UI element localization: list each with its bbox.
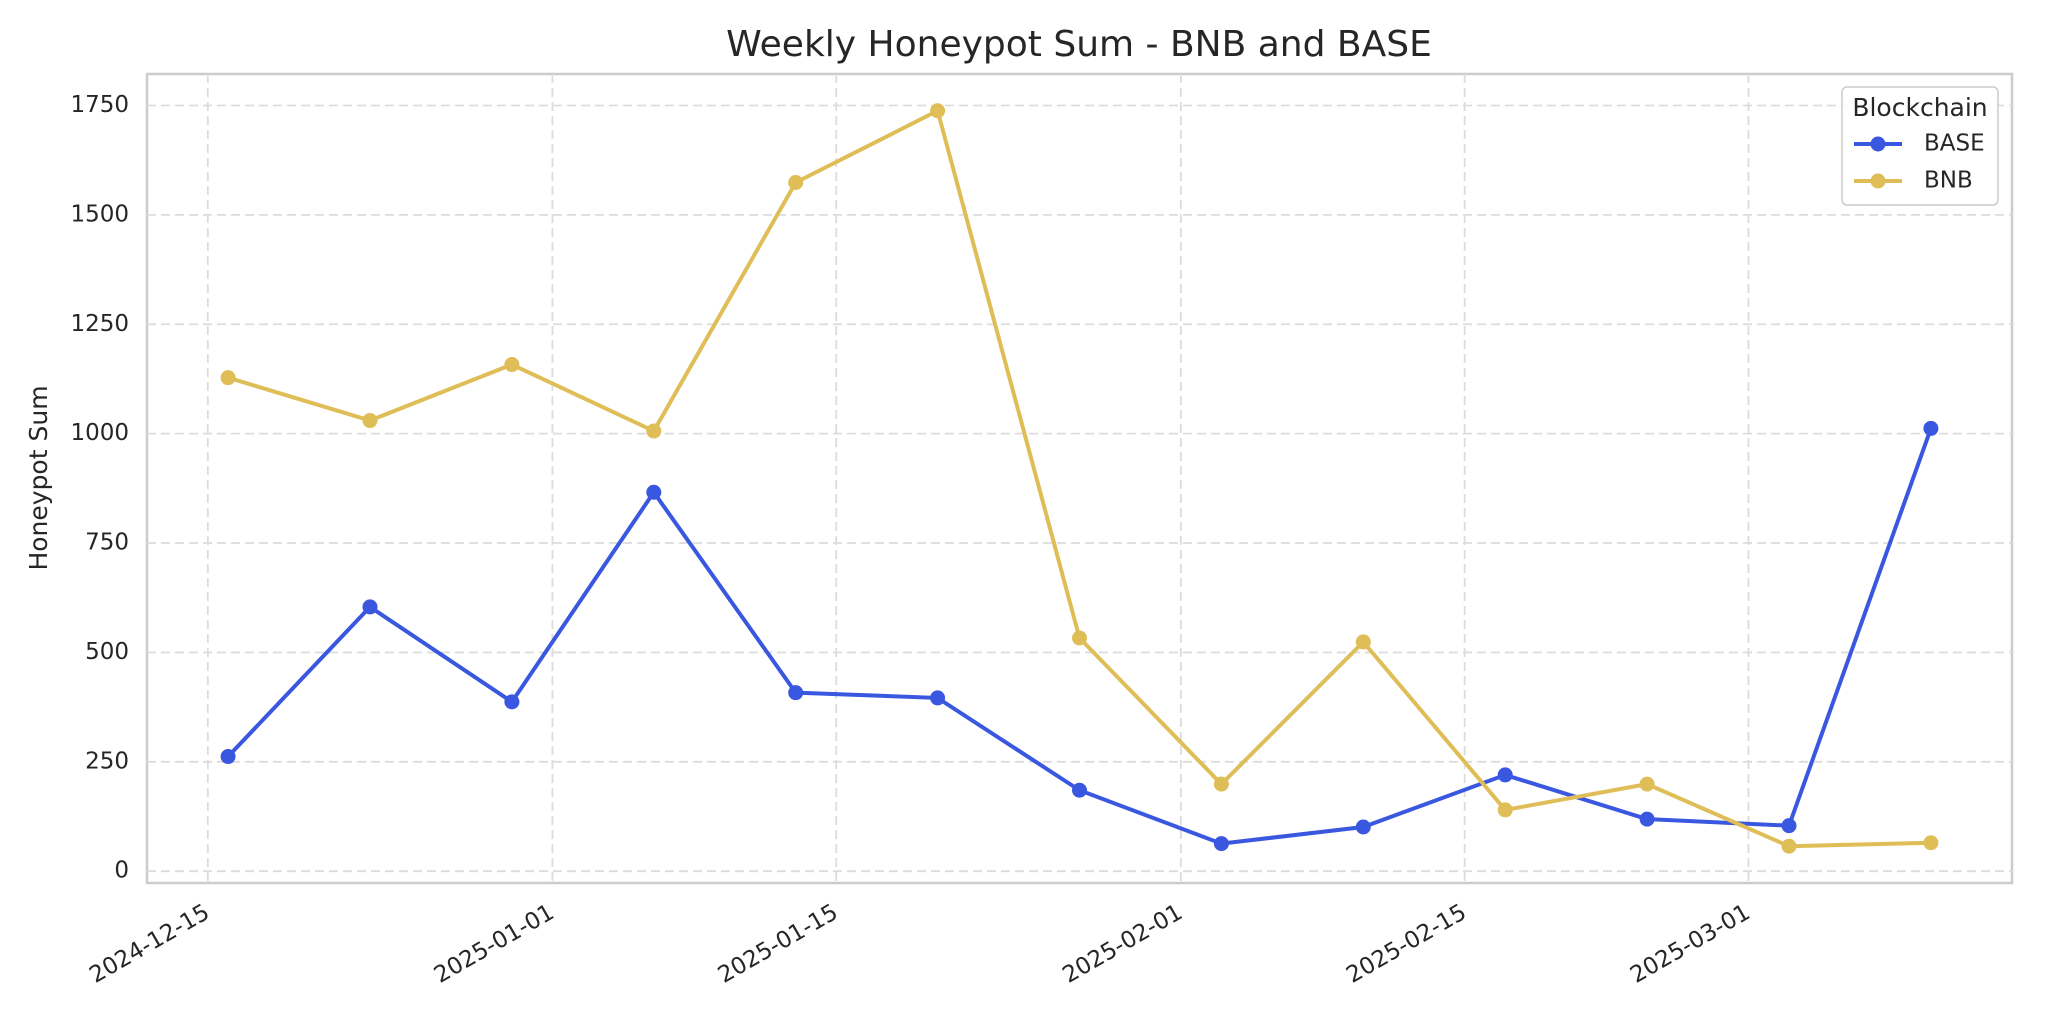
- data-point: [930, 103, 946, 119]
- data-point: [930, 690, 946, 706]
- x-tick-label: 2025-01-15: [714, 899, 843, 988]
- data-point: [1213, 776, 1229, 792]
- plot-area: [145, 72, 2014, 885]
- data-point: [646, 484, 662, 500]
- y-axis-label: Honeypot Sum: [24, 385, 53, 570]
- x-tick-label: 2025-02-15: [1342, 899, 1471, 988]
- y-tick-label: 1750: [70, 92, 129, 118]
- legend-label: BASE: [1924, 131, 1985, 157]
- data-point: [504, 694, 520, 710]
- data-point: [646, 423, 662, 439]
- y-tick-label: 1250: [70, 311, 129, 337]
- data-point: [1072, 630, 1087, 646]
- y-tick-label: 250: [85, 748, 129, 774]
- y-tick-label: 1000: [70, 420, 129, 446]
- x-tick-label: 2025-03-01: [1626, 899, 1755, 988]
- data-point: [362, 599, 378, 615]
- data-point: [1213, 836, 1229, 852]
- legend: Blockchain BASE BNB: [1841, 86, 1999, 206]
- data-point: [504, 357, 520, 373]
- y-tick-label: 0: [114, 858, 129, 884]
- legend-label: BNB: [1924, 168, 1973, 194]
- data-point: [788, 685, 804, 701]
- data-point: [1923, 835, 1939, 851]
- data-point: [788, 175, 804, 191]
- data-point: [220, 370, 236, 386]
- data-point: [1497, 802, 1513, 818]
- legend-title: Blockchain: [1852, 93, 1987, 122]
- data-point: [1355, 819, 1371, 835]
- data-point: [362, 413, 378, 429]
- x-tick-label: 2024-12-15: [85, 899, 214, 988]
- data-point: [1781, 838, 1797, 854]
- chart-title: Weekly Honeypot Sum - BNB and BASE: [726, 24, 1432, 65]
- data-point: [1497, 767, 1513, 783]
- data-point: [1072, 782, 1087, 798]
- legend-marker: [1870, 173, 1886, 189]
- x-tick-label: 2025-01-01: [430, 899, 559, 988]
- data-point: [220, 749, 236, 765]
- x-tick-label: 2025-02-01: [1058, 899, 1187, 988]
- data-point: [1639, 811, 1655, 827]
- data-point: [1355, 634, 1371, 650]
- data-point: [1781, 818, 1797, 834]
- legend-marker: [1870, 136, 1886, 152]
- y-tick-label: 750: [85, 530, 129, 556]
- data-point: [1923, 420, 1939, 436]
- data-point: [1639, 776, 1655, 792]
- y-tick-label: 500: [85, 639, 129, 665]
- y-tick-label: 1500: [70, 201, 129, 227]
